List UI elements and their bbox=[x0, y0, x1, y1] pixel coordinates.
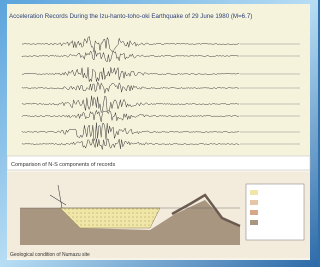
caption: Geological condition of Numazu site bbox=[10, 252, 90, 258]
seismogram-panel bbox=[7, 4, 310, 156]
legend-swatch bbox=[250, 220, 258, 225]
title: Acceleration Records During the Izu-hant… bbox=[9, 13, 252, 20]
document-frame: Acceleration Records During the Izu-hant… bbox=[0, 0, 318, 267]
legend-swatch bbox=[250, 190, 258, 195]
caption: Comparison of N-S components of records bbox=[11, 162, 115, 168]
legend-swatch bbox=[250, 200, 258, 205]
legend-swatch bbox=[250, 210, 258, 215]
